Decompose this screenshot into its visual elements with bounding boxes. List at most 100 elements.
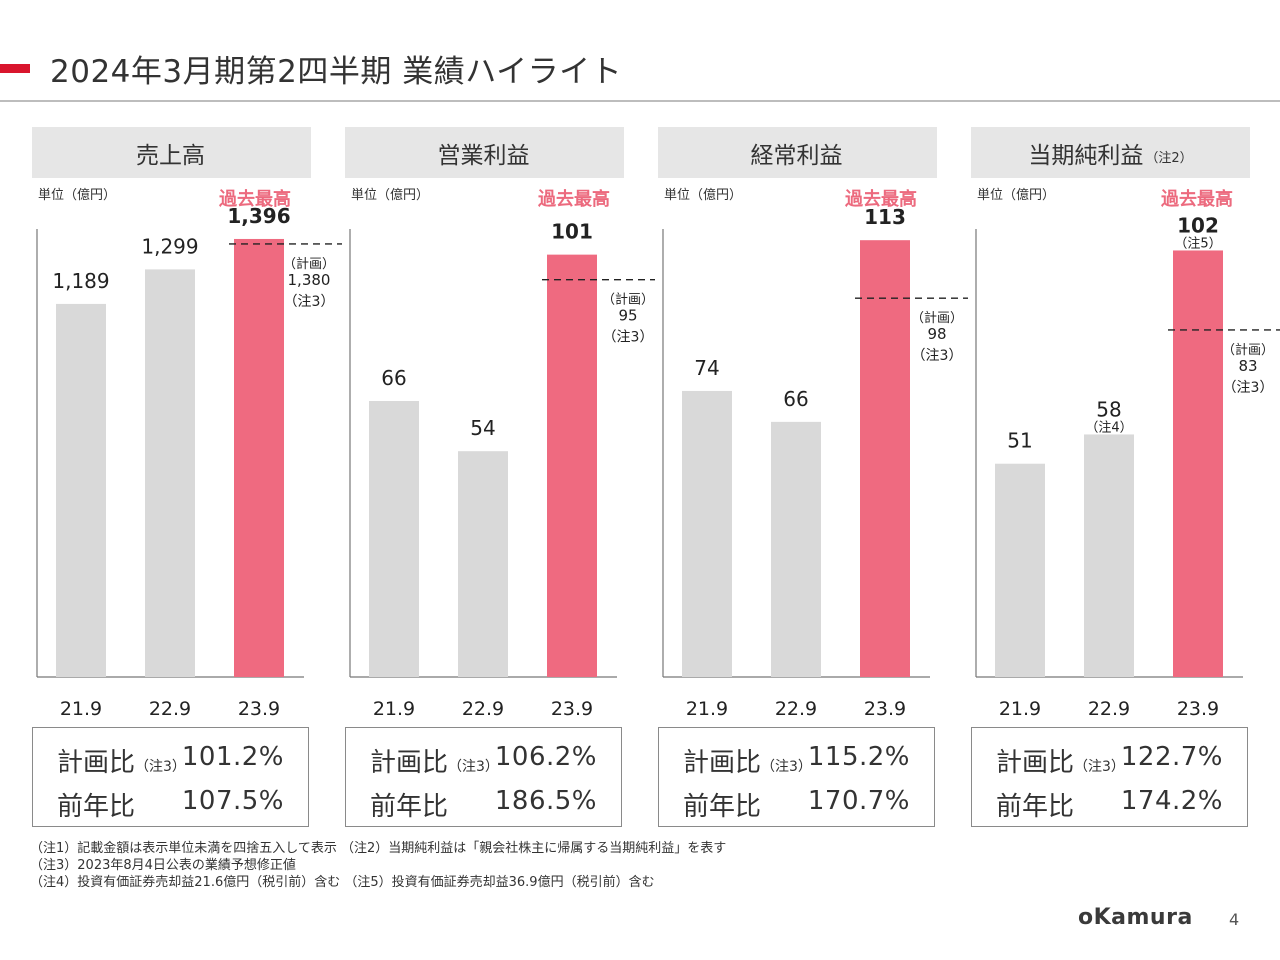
chart-panel-sales: 売上高 単位（億円） 過去最高 1,189 21.9 1,299 22.9 1,396 2… — [32, 127, 342, 832]
unit-label: 単位（億円） — [664, 188, 743, 203]
category-label: 21.9 — [999, 698, 1041, 720]
panel-title-text: 当期純利益 — [1028, 142, 1144, 169]
record-high-label: 過去最高 — [219, 189, 291, 210]
category-label: 23.9 — [1177, 698, 1219, 720]
value-label: 66 — [783, 387, 808, 411]
yoy-label: 前年比 — [57, 792, 136, 822]
yoy-row: 前年比 170.7% — [683, 786, 918, 826]
plan-ratio-row: 計画比（注3） 106.2% — [370, 742, 605, 782]
category-label: 23.9 — [238, 698, 280, 720]
plan-ratio-label: 計画比（注3） — [370, 748, 499, 778]
plan-ratio-value: 115.2% — [807, 742, 910, 772]
panel-title: 当期純利益 （注2） — [971, 127, 1250, 178]
yoy-label: 前年比 — [996, 792, 1075, 822]
category-label: 23.9 — [864, 698, 906, 720]
chart-panel-net-income: 当期純利益 （注2） 単位（億円） 過去最高 51 21.9 58 （注4） 22.9 1… — [971, 127, 1280, 832]
bar-chart: 74 21.9 66 22.9 113 23.9 （計画）98 （注3） — [662, 205, 968, 720]
plan-ratio-value: 101.2% — [181, 742, 284, 772]
plan-ratio-note: （注3） — [1074, 759, 1125, 775]
bar-past — [369, 401, 419, 677]
value-label: 74 — [694, 356, 719, 380]
title-divider — [0, 100, 1280, 102]
page-number: 4 — [1229, 910, 1240, 929]
bar-past — [771, 421, 821, 677]
category-label: 22.9 — [462, 698, 504, 720]
yoy-row: 前年比 107.5% — [57, 786, 292, 826]
plan-ratio-value: 106.2% — [494, 742, 597, 772]
title-accent-bar — [0, 64, 30, 73]
yoy-value: 174.2% — [1120, 786, 1223, 816]
yoy-row: 前年比 174.2% — [996, 786, 1231, 826]
plan-ratio-label: 計画比（注3） — [683, 748, 812, 778]
plan-label: （計画） — [602, 292, 654, 308]
category-label: 21.9 — [373, 698, 415, 720]
yoy-label: 前年比 — [683, 792, 762, 822]
summary-box: 計画比（注3） 122.7% 前年比 174.2% — [971, 727, 1248, 827]
page-title: 2024年3月期第2四半期 業績ハイライト — [50, 54, 623, 90]
bar-past — [995, 463, 1045, 677]
value-label: 101 — [551, 220, 593, 244]
bar-past — [56, 303, 106, 677]
footnote-line: （注4）投資有価証券売却益21.6億円（税引前）含む （注5）投資有価証券売却益… — [30, 875, 655, 890]
footnote-line: （注1）記載金額は表示単位未満を四捨五入して表示 （注2）当期純利益は「親会社株… — [30, 841, 727, 856]
value-label: 66 — [381, 366, 406, 390]
plan-value-label: 98 — [927, 325, 946, 343]
footnote-line: （注3）2023年8月4日公表の業績予想修正値 — [30, 858, 296, 873]
panel-title: 売上高 — [32, 127, 311, 178]
plan-label: （計画） — [283, 256, 335, 272]
plan-value-label: 1,380 — [288, 271, 331, 289]
plan-note: （注3） — [912, 348, 963, 364]
bar-chart: 51 21.9 58（注4） 22.9 102（注5） 23.9 （計画）83 （注3） — [975, 213, 1280, 720]
value-label: 1,299 — [141, 234, 198, 258]
plan-label: （計画） — [1222, 342, 1274, 358]
footnotes: （注1）記載金額は表示単位未満を四捨五入して表示 （注2）当期純利益は「親会社株… — [30, 840, 726, 891]
panel-title-text: 経常利益 — [750, 142, 843, 169]
plan-note: （注3） — [1223, 380, 1274, 396]
record-high-label: 過去最高 — [845, 189, 917, 210]
yoy-value: 107.5% — [181, 786, 284, 816]
bar-past — [145, 269, 195, 677]
category-label: 21.9 — [686, 698, 728, 720]
plan-ratio-value: 122.7% — [1120, 742, 1223, 772]
plan-ratio-note: （注3） — [448, 759, 499, 775]
value-label: 54 — [470, 416, 495, 440]
plan-ratio-label: 計画比（注3） — [996, 748, 1125, 778]
panel-title-text: 売上高 — [136, 142, 205, 169]
plan-ratio-note: （注3） — [135, 759, 186, 775]
category-label: 22.9 — [149, 698, 191, 720]
value-label: 102 — [1177, 213, 1219, 237]
plan-ratio-row: 計画比（注3） 115.2% — [683, 742, 918, 782]
unit-label: 単位（億円） — [38, 188, 117, 203]
company-logo: oKamura — [1078, 905, 1193, 930]
value-label: 1,189 — [52, 269, 109, 293]
category-label: 22.9 — [1088, 698, 1130, 720]
record-high-label: 過去最高 — [538, 189, 610, 210]
plan-ratio-row: 計画比（注3） 122.7% — [996, 742, 1231, 782]
plan-label: （計画） — [911, 310, 963, 326]
summary-box: 計画比（注3） 101.2% 前年比 107.5% — [32, 727, 309, 827]
value-label: 58 — [1096, 397, 1121, 421]
plan-value-label: 95 — [618, 307, 637, 325]
yoy-row: 前年比 186.5% — [370, 786, 605, 826]
yoy-value: 186.5% — [494, 786, 597, 816]
panel-title-note: （注2） — [1145, 151, 1193, 166]
value-note: （注4） — [1085, 420, 1132, 435]
plan-ratio-note: （注3） — [761, 759, 812, 775]
bar-past — [682, 390, 732, 677]
yoy-label: 前年比 — [370, 792, 449, 822]
record-high-label: 過去最高 — [1161, 189, 1233, 210]
bar-current — [860, 240, 910, 677]
summary-box: 計画比（注3） 115.2% 前年比 170.7% — [658, 727, 935, 827]
bar-current — [234, 238, 284, 677]
value-label: 51 — [1007, 429, 1032, 453]
bar-past — [1084, 434, 1134, 677]
bar-past — [458, 451, 508, 677]
value-note: （注5） — [1174, 236, 1221, 251]
unit-label: 単位（億円） — [351, 188, 430, 203]
category-label: 22.9 — [775, 698, 817, 720]
panel-title: 営業利益 — [345, 127, 624, 178]
plan-note: （注3） — [603, 330, 654, 346]
bar-chart: 1,189 21.9 1,299 22.9 1,396 23.9 （計画）1,380 （注3） — [36, 204, 342, 720]
panel-title: 経常利益 — [658, 127, 937, 178]
category-label: 21.9 — [60, 698, 102, 720]
